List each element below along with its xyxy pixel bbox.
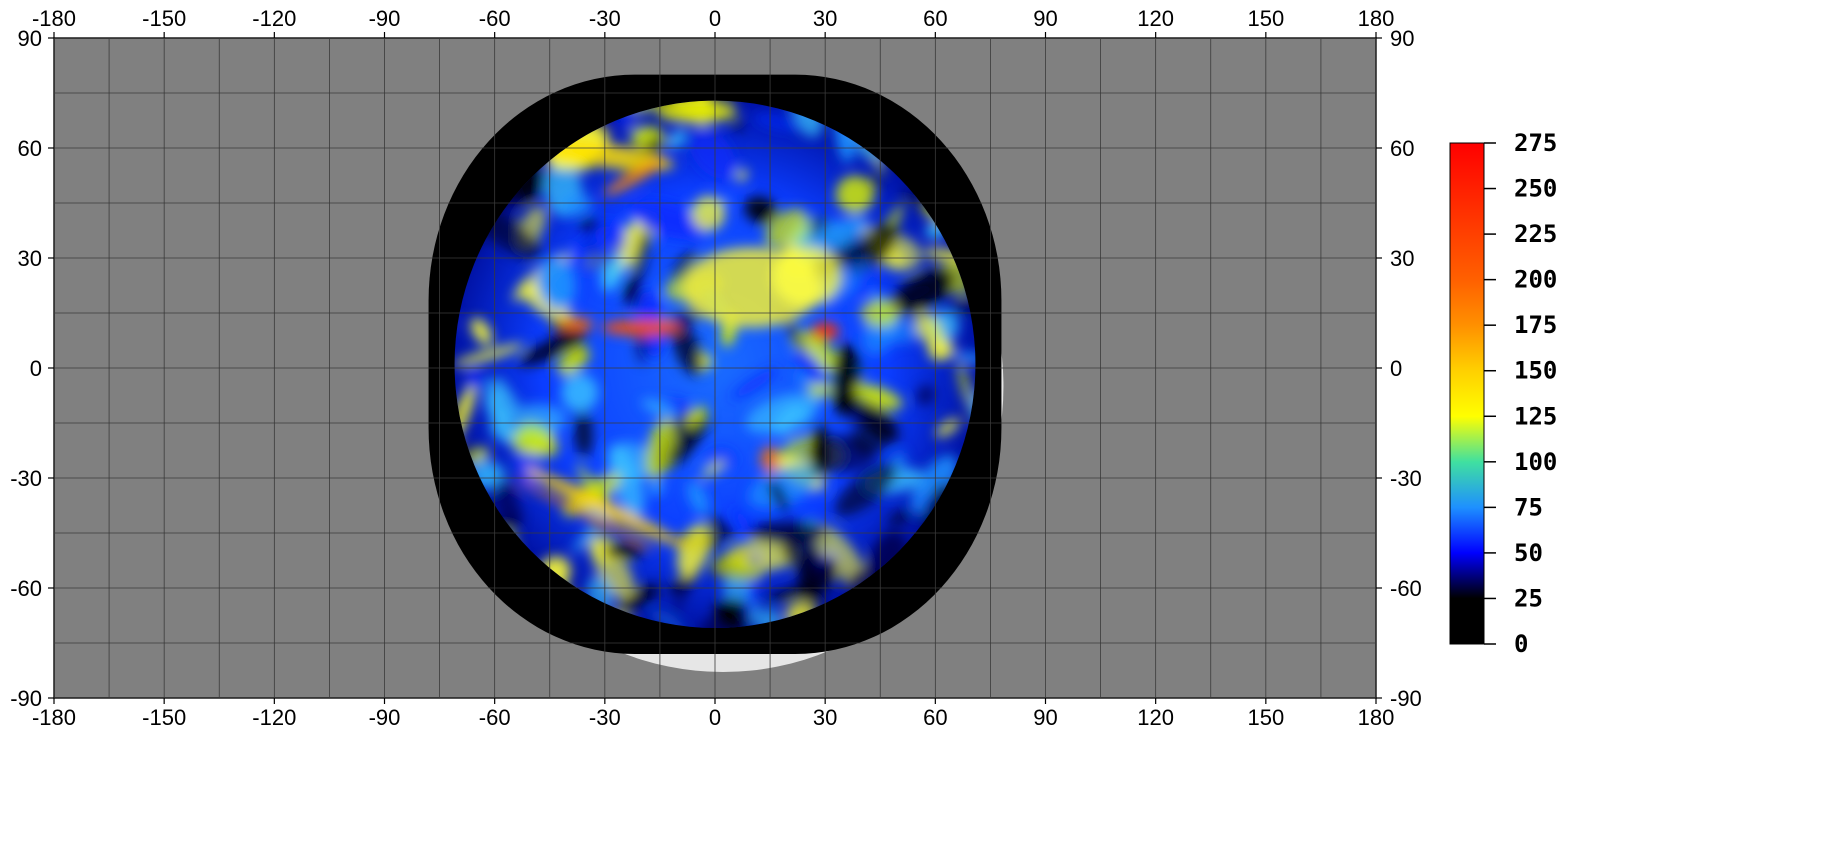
- longitude-tick-label: -180: [32, 6, 76, 31]
- colorbar-tick-label: 225: [1514, 220, 1557, 248]
- longitude-tick-label: 150: [1247, 705, 1284, 730]
- latitude-tick-label: 90: [18, 26, 42, 51]
- colorbar-tick-label: 25: [1514, 584, 1543, 612]
- latitude-tick-label: 30: [18, 246, 42, 271]
- colorbar-gradient: [1449, 142, 1485, 645]
- latitude-tick-label: 0: [30, 356, 42, 381]
- colorbar-tick-label: 75: [1514, 493, 1543, 521]
- longitude-tick-label: 90: [1033, 6, 1057, 31]
- lat-lon-grid: [48, 32, 1382, 704]
- longitude-tick-label: -120: [252, 6, 296, 31]
- longitude-tick-label: 30: [813, 6, 837, 31]
- latitude-tick-label: -90: [10, 686, 42, 711]
- colorbar-tick-label: 50: [1514, 539, 1543, 567]
- colorbar-tick-label: 175: [1514, 311, 1557, 339]
- longitude-tick-label: -60: [479, 705, 511, 730]
- longitude-tick-label: -90: [369, 6, 401, 31]
- colorbar-tick-label: 275: [1514, 129, 1557, 157]
- latitude-tick-label: 30: [1390, 246, 1414, 271]
- longitude-tick-label: 60: [923, 6, 947, 31]
- latitude-tick-labels-left: 90 60 30 0 -30 -60 -90: [10, 26, 42, 711]
- colorbar-tick-label: 250: [1514, 175, 1557, 203]
- longitude-tick-label: 90: [1033, 705, 1057, 730]
- longitude-tick-label: -180: [32, 705, 76, 730]
- latitude-tick-label: 60: [1390, 136, 1414, 161]
- longitude-tick-labels-top: -180 -150 -120 -90 -60 -30 0 30 60 90 120 150 180: [32, 6, 1394, 31]
- colorbar-tick-label: 125: [1514, 402, 1557, 430]
- latitude-tick-label: -60: [10, 576, 42, 601]
- colorbar-tick-label: 0: [1514, 630, 1528, 658]
- latitude-tick-label: -30: [1390, 466, 1422, 491]
- longitude-tick-label: -150: [142, 705, 186, 730]
- longitude-tick-label: 180: [1358, 6, 1395, 31]
- longitude-tick-label: -60: [479, 6, 511, 31]
- longitude-tick-labels-bottom: -180 -150 -120 -90 -60 -30 0 30 60 90 120 150 180: [32, 705, 1394, 730]
- longitude-tick-label: 120: [1137, 705, 1174, 730]
- latitude-tick-label: -90: [1390, 686, 1422, 711]
- colorbar-tick-label: 200: [1514, 266, 1557, 294]
- latitude-tick-label: -30: [10, 466, 42, 491]
- longitude-tick-label: 30: [813, 705, 837, 730]
- longitude-tick-label: -30: [589, 705, 621, 730]
- longitude-tick-label: 0: [709, 6, 721, 31]
- colorbar: 0 25 50 75 100 125 150 175 200 225 250 275: [1449, 129, 1557, 658]
- latitude-tick-labels-right: 90 60 30 0 -30 -60 -90: [1390, 26, 1422, 711]
- longitude-tick-label: -90: [369, 705, 401, 730]
- longitude-tick-label: -150: [142, 6, 186, 31]
- longitude-tick-label: -30: [589, 6, 621, 31]
- longitude-tick-label: 60: [923, 705, 947, 730]
- latitude-tick-label: -60: [1390, 576, 1422, 601]
- latitude-tick-label: 0: [1390, 356, 1402, 381]
- latitude-tick-label: 60: [18, 136, 42, 161]
- longitude-tick-label: 120: [1137, 6, 1174, 31]
- longitude-tick-label: -120: [252, 705, 296, 730]
- latitude-tick-label: 90: [1390, 26, 1414, 51]
- colorbar-tick-label: 100: [1514, 448, 1557, 476]
- longitude-tick-label: 150: [1247, 6, 1284, 31]
- longitude-tick-label: 0: [709, 705, 721, 730]
- longitude-tick-label: 180: [1358, 705, 1395, 730]
- colorbar-tick-label: 150: [1514, 357, 1557, 385]
